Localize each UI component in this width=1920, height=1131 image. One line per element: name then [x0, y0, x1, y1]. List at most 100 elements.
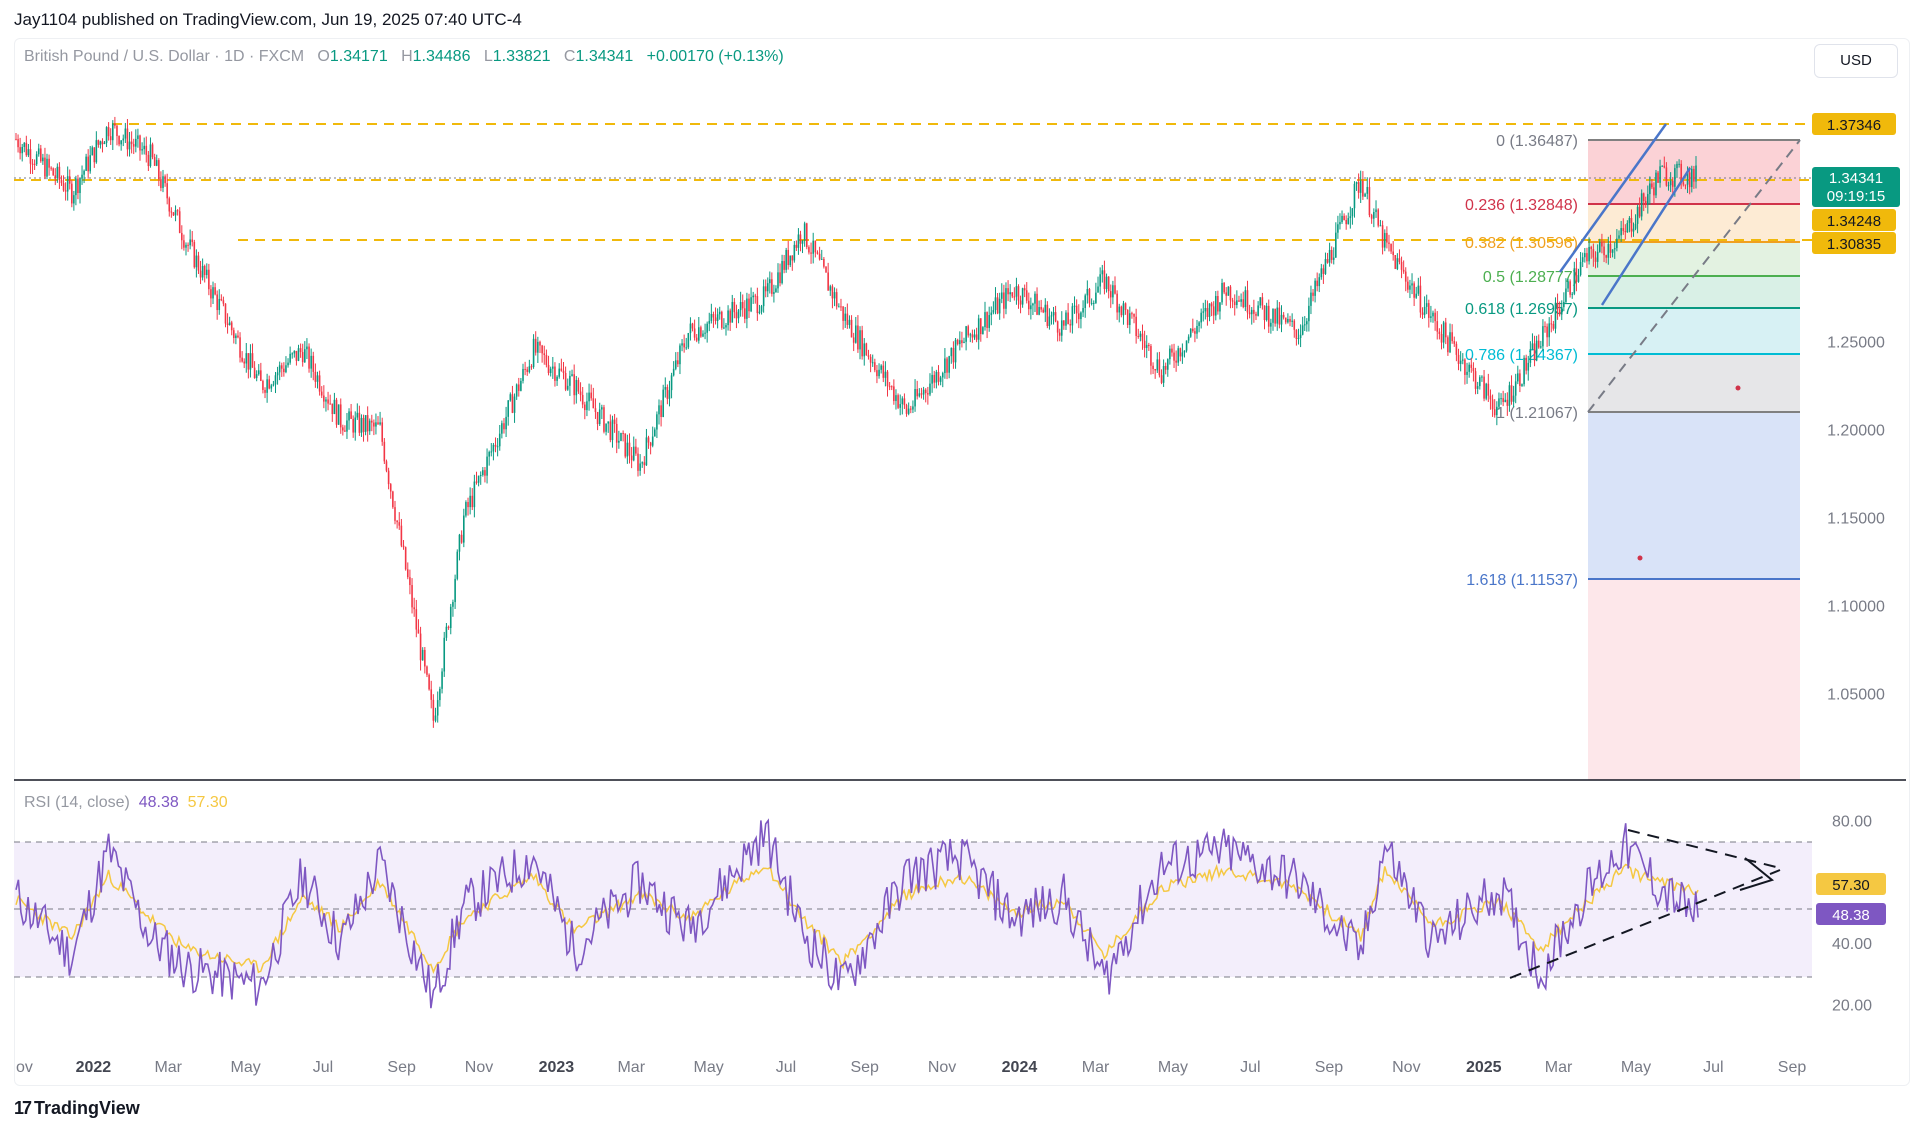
- price-tick-label: 1.15000: [1827, 510, 1885, 527]
- candle: [658, 399, 660, 425]
- candle: [1095, 282, 1097, 305]
- chart-card: [14, 38, 1910, 1086]
- candle: [1021, 287, 1024, 308]
- candle: [1409, 279, 1411, 299]
- candle: [1355, 181, 1358, 191]
- candle: [1540, 340, 1542, 349]
- candle: [1573, 261, 1576, 296]
- candle: [1400, 256, 1403, 279]
- price-tags: 1.37346 1.34341 09:19:15 1.34248 1.30835: [1812, 113, 1900, 254]
- candle: [1657, 170, 1659, 183]
- candle: [760, 304, 763, 315]
- candle: [1009, 284, 1011, 302]
- candle: [97, 139, 100, 148]
- candle: [1109, 284, 1112, 308]
- candle: [306, 338, 308, 360]
- candle: [1560, 300, 1563, 321]
- candle: [979, 318, 982, 342]
- currency-button[interactable]: USD: [1814, 44, 1898, 78]
- candle: [596, 411, 599, 431]
- candle: [249, 344, 252, 378]
- time-tick-label: Jul: [313, 1059, 333, 1076]
- candle: [212, 281, 214, 305]
- candle: [571, 369, 573, 377]
- candle: [50, 166, 52, 171]
- candle: [537, 336, 539, 364]
- candle: [1135, 308, 1137, 344]
- candle: [793, 241, 796, 263]
- candle: [1581, 252, 1584, 268]
- candle: [1206, 300, 1209, 326]
- candle: [488, 450, 490, 466]
- candle: [524, 361, 526, 376]
- candle: [291, 352, 294, 359]
- candle: [62, 175, 65, 192]
- time-tick-label: 2024: [1002, 1059, 1038, 1076]
- candle: [178, 207, 181, 234]
- candle: [1105, 273, 1108, 293]
- candle: [1364, 192, 1366, 197]
- candle: [1166, 358, 1169, 377]
- candle: [1474, 367, 1477, 395]
- candle: [1438, 328, 1441, 340]
- candle: [1690, 165, 1693, 193]
- candle: [1335, 222, 1337, 258]
- price-candles[interactable]: [15, 116, 1697, 728]
- rsi-ma-value: 57.30: [187, 794, 228, 811]
- candle: [620, 432, 622, 442]
- candle: [689, 317, 692, 341]
- candle: [963, 337, 965, 344]
- candle: [255, 370, 258, 382]
- candle: [994, 287, 997, 315]
- candle: [823, 257, 825, 269]
- symbol-name[interactable]: British Pound / U.S. Dollar · 1D · FXCM: [24, 48, 305, 65]
- candle: [366, 406, 369, 442]
- candle: [304, 341, 306, 364]
- candle: [222, 296, 225, 307]
- candle: [1242, 291, 1245, 309]
- rsi-name[interactable]: RSI (14, close): [24, 794, 130, 811]
- candle: [1556, 293, 1559, 320]
- candle: [920, 387, 923, 399]
- candle: [712, 311, 715, 328]
- candle: [1210, 301, 1213, 317]
- candle: [93, 147, 96, 168]
- candle: [482, 467, 484, 477]
- candle: [323, 385, 325, 409]
- close-value: 1.34341: [575, 48, 634, 65]
- candle: [283, 362, 285, 377]
- candle: [1322, 264, 1325, 284]
- candle: [342, 424, 344, 436]
- candle: [1090, 298, 1093, 306]
- key-levels[interactable]: [14, 123, 1812, 241]
- candle: [356, 403, 359, 420]
- candle: [741, 294, 744, 317]
- fibonacci-zones: [1588, 140, 1800, 780]
- brand[interactable]: 17 TradingView: [14, 1098, 140, 1119]
- candle: [1455, 341, 1458, 362]
- time-axis[interactable]: ov 2022 Mar May Jul Sep Nov 2023 Mar May Jul Sep Nov…: [16, 1059, 1806, 1076]
- price-axis[interactable]: 1.05000 1.10000 1.15000 1.20000 1.25000: [1827, 334, 1885, 703]
- candle: [1221, 278, 1223, 305]
- candle: [1177, 345, 1180, 366]
- fib-level-label: 1.618 (1.11537): [1466, 572, 1578, 589]
- rsi-ma-line[interactable]: [15, 863, 1699, 974]
- candle: [748, 293, 750, 318]
- publish-info: Jay1104 published on TradingView.com, Ju…: [14, 10, 522, 29]
- candle: [1084, 293, 1087, 318]
- rsi-line[interactable]: [15, 818, 1699, 1009]
- fib-level-label: 1 (1.21067): [1496, 405, 1578, 422]
- rsi-triangle[interactable]: [1509, 829, 1781, 979]
- candle: [371, 414, 373, 432]
- candle: [952, 341, 955, 369]
- candle: [441, 668, 443, 694]
- candle: [630, 447, 633, 469]
- candle: [1063, 320, 1065, 330]
- candle: [48, 154, 50, 176]
- candle: [615, 417, 618, 454]
- candle: [162, 169, 164, 193]
- trend-annotations[interactable]: [1558, 123, 1801, 561]
- candle: [452, 599, 454, 617]
- candle: [1402, 260, 1405, 274]
